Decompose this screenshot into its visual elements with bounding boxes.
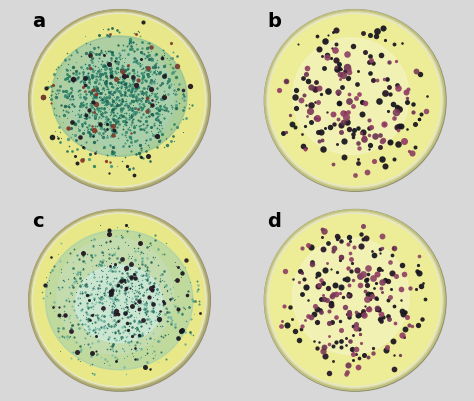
Circle shape bbox=[32, 14, 206, 188]
Circle shape bbox=[29, 210, 210, 390]
Circle shape bbox=[293, 39, 409, 155]
Circle shape bbox=[31, 212, 208, 388]
Circle shape bbox=[268, 14, 442, 188]
Text: b: b bbox=[267, 12, 282, 31]
Circle shape bbox=[29, 11, 210, 191]
Ellipse shape bbox=[70, 53, 176, 149]
Circle shape bbox=[264, 210, 445, 390]
Circle shape bbox=[34, 16, 205, 186]
Circle shape bbox=[57, 238, 173, 354]
Circle shape bbox=[264, 210, 446, 391]
Circle shape bbox=[269, 16, 440, 186]
Ellipse shape bbox=[46, 231, 193, 370]
Ellipse shape bbox=[51, 37, 187, 157]
Circle shape bbox=[269, 215, 440, 385]
Circle shape bbox=[29, 10, 210, 192]
Circle shape bbox=[264, 10, 446, 192]
Circle shape bbox=[293, 238, 409, 354]
Circle shape bbox=[31, 13, 208, 189]
Circle shape bbox=[34, 215, 205, 385]
Text: c: c bbox=[32, 211, 44, 230]
Circle shape bbox=[57, 39, 173, 155]
Circle shape bbox=[29, 210, 210, 391]
Circle shape bbox=[266, 212, 443, 388]
Ellipse shape bbox=[75, 265, 163, 343]
Text: a: a bbox=[32, 12, 45, 31]
Text: d: d bbox=[267, 211, 282, 230]
Circle shape bbox=[268, 213, 442, 387]
Circle shape bbox=[266, 13, 443, 189]
Circle shape bbox=[32, 213, 206, 387]
Circle shape bbox=[264, 11, 445, 191]
